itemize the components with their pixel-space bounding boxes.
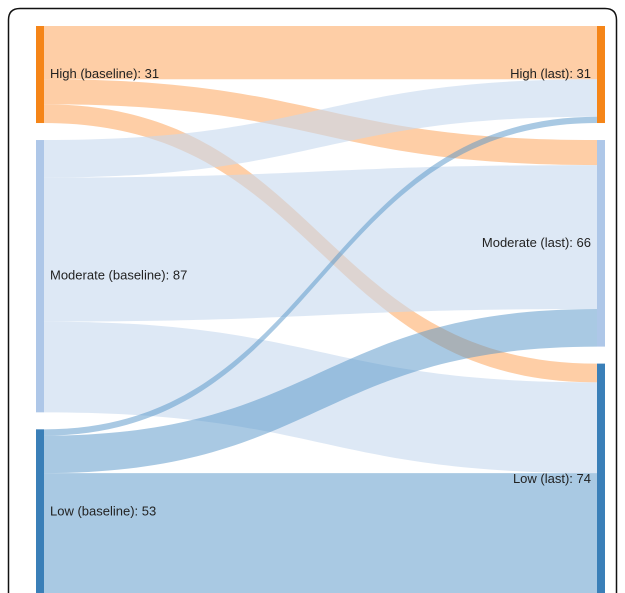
link	[44, 165, 597, 322]
node-label: High (last): 31	[510, 66, 591, 81]
nodes: High (baseline): 31 Moderate (baseline): …	[36, 26, 605, 593]
node-label: Moderate (last): 66	[482, 235, 591, 250]
node	[36, 26, 44, 124]
node	[597, 26, 605, 124]
node-label: Moderate (baseline): 87	[50, 268, 187, 283]
links	[44, 26, 597, 593]
node-label: Low (baseline): 53	[50, 504, 156, 519]
node-label: High (baseline): 31	[50, 66, 159, 81]
link	[44, 116, 597, 436]
node	[36, 140, 44, 413]
node	[36, 429, 44, 593]
link	[44, 473, 597, 593]
node	[597, 140, 605, 347]
link	[44, 309, 597, 474]
node	[597, 363, 605, 593]
node-label: Low (last): 74	[513, 471, 591, 486]
link	[44, 26, 597, 80]
link	[44, 79, 597, 178]
